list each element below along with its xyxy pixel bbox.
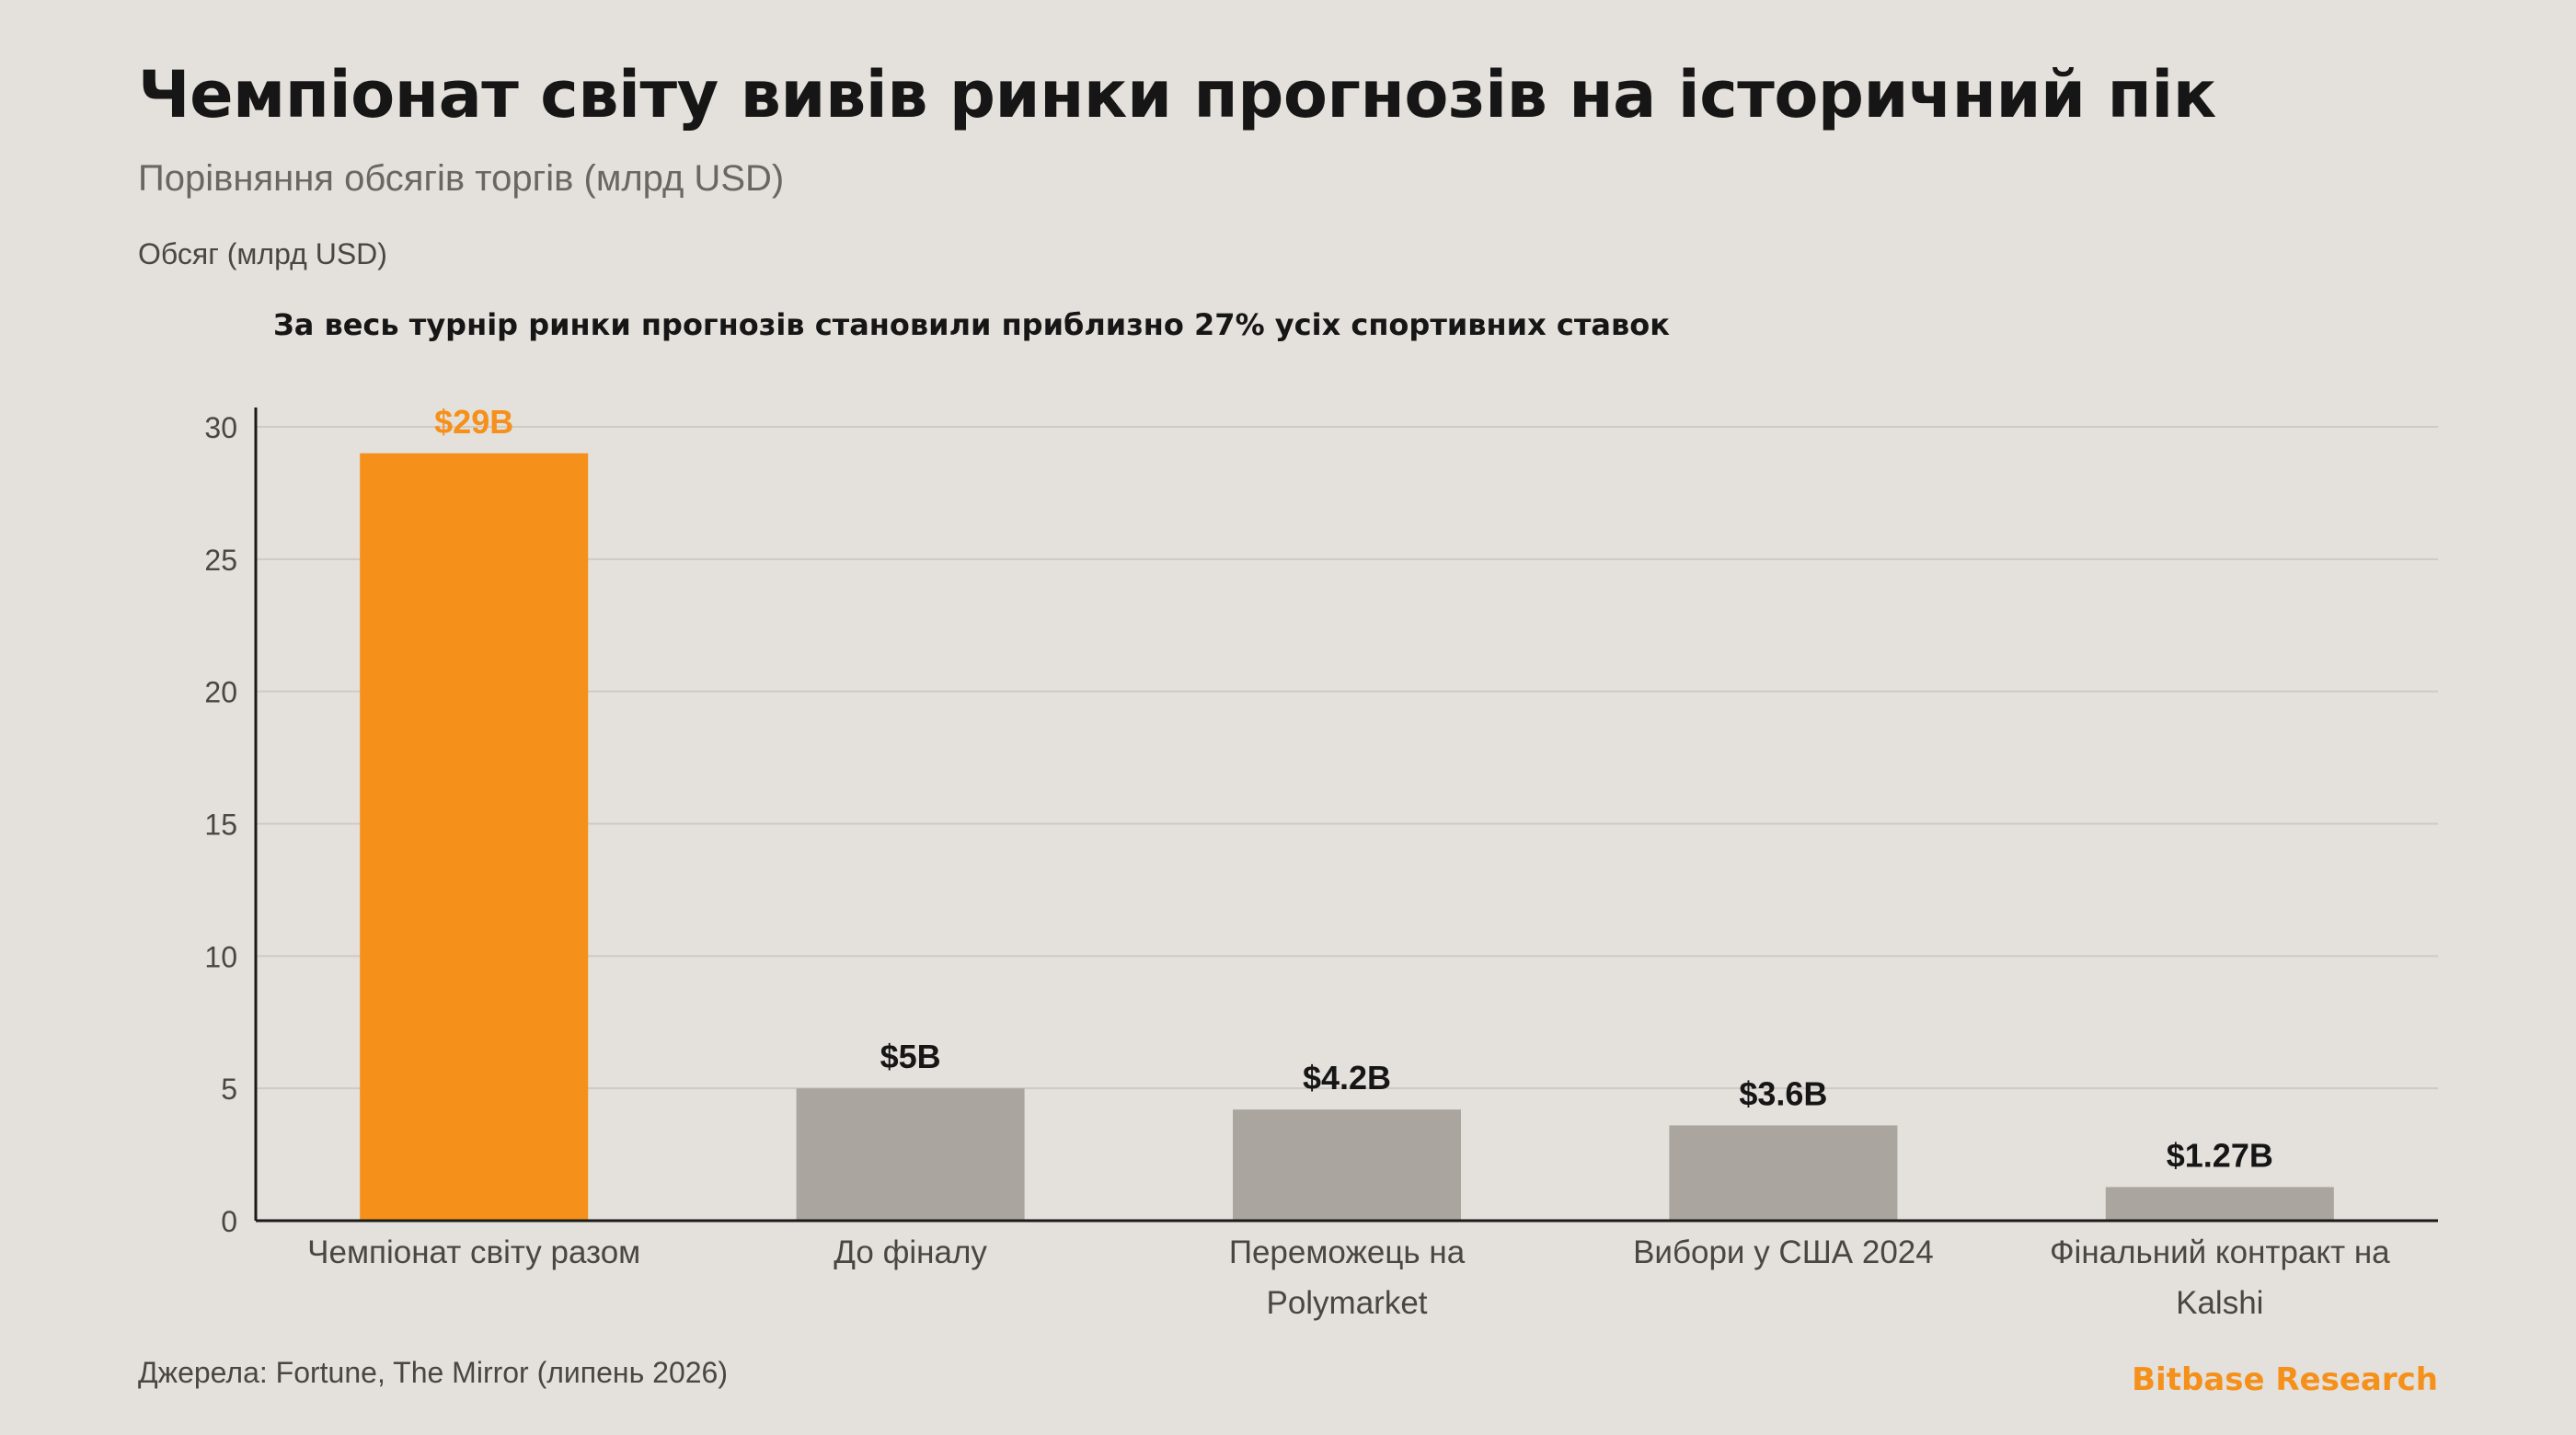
bar	[1669, 1125, 1898, 1221]
bar	[796, 1088, 1025, 1221]
x-tick-label: Kalshi	[2176, 1285, 2263, 1321]
y-tick-label: 10	[204, 940, 237, 973]
x-tick-label: Фінальний контракт на	[2050, 1234, 2390, 1270]
chart-title: Чемпіонат світу вивів ринки прогнозів на…	[138, 57, 2216, 132]
bar-value-label: $1.27B	[2167, 1136, 2273, 1174]
bar-value-label: $29B	[434, 403, 513, 441]
y-tick-label: 15	[204, 809, 237, 842]
y-tick-label: 5	[221, 1073, 237, 1106]
y-tick-label: 20	[204, 676, 237, 709]
bar	[360, 453, 589, 1221]
y-tick-label: 30	[204, 411, 237, 444]
bar	[1233, 1109, 1461, 1221]
x-tick-label: До фіналу	[834, 1234, 987, 1270]
bar	[2105, 1187, 2334, 1221]
y-axis-label: Обсяг (млрд USD)	[138, 237, 387, 270]
x-tick-label: Вибори у США 2024	[1633, 1234, 1934, 1270]
bar-value-label: $4.2B	[1303, 1059, 1391, 1096]
bar-value-label: $5B	[880, 1038, 941, 1075]
x-tick-label: Polymarket	[1266, 1285, 1427, 1321]
x-tick-label: Переможець на	[1229, 1234, 1466, 1270]
brand-label: Bitbase Research	[2132, 1361, 2438, 1398]
y-tick-label: 25	[204, 544, 237, 577]
bar-value-label: $3.6B	[1739, 1074, 1827, 1112]
source-note: Джерела: Fortune, The Mirror (липень 202…	[138, 1356, 728, 1389]
y-tick-label: 0	[221, 1205, 237, 1238]
chart-subtitle: Порівняння обсягів торгів (млрд USD)	[138, 158, 785, 199]
chart-annotation: За весь турнір ринки прогнозів становили…	[273, 307, 1670, 342]
x-tick-label: Чемпіонат світу разом	[307, 1234, 640, 1270]
